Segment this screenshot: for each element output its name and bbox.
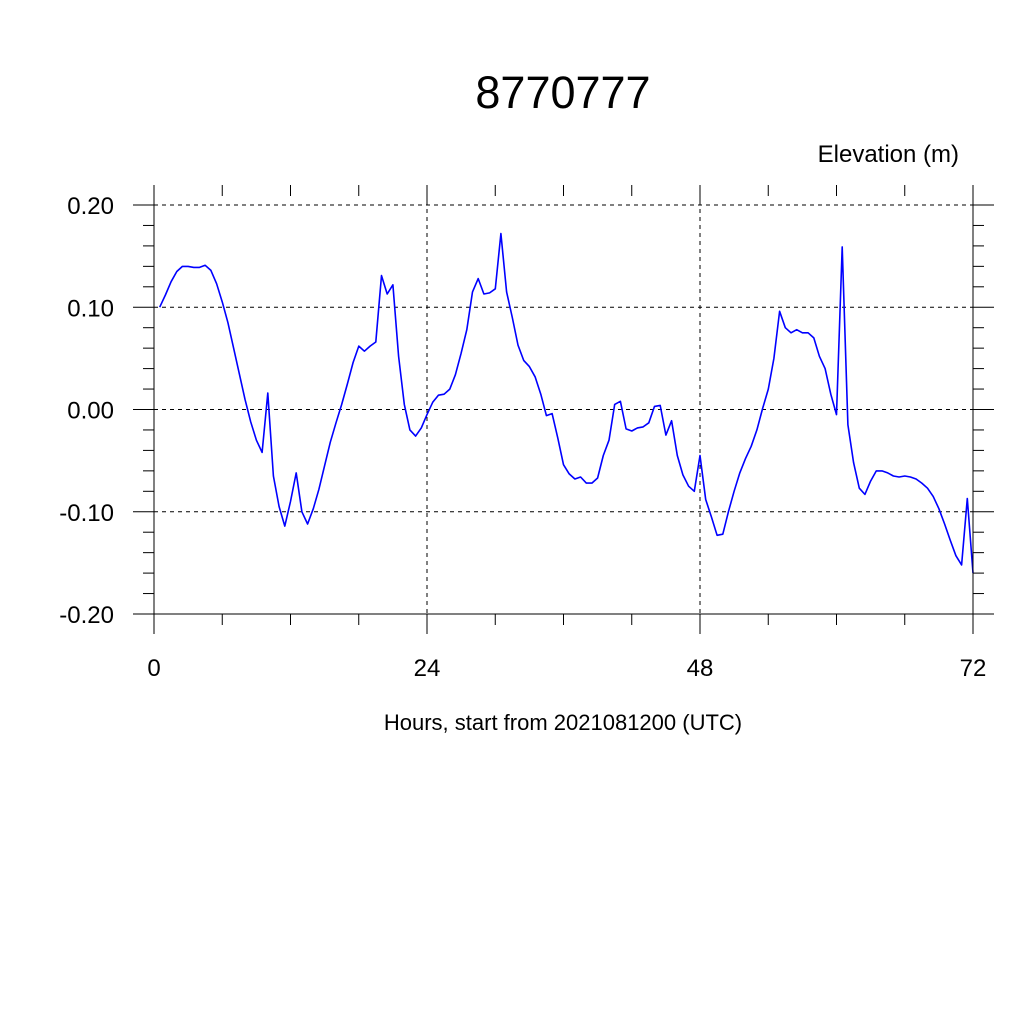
series-line [158, 232, 974, 574]
chart-title: 8770777 [475, 67, 650, 118]
x-axis-label: Hours, start from 2021081200 (UTC) [384, 710, 742, 735]
y-tick-label: -0.10 [59, 500, 114, 527]
x-tick-label: 48 [687, 655, 714, 682]
series-layer [158, 232, 974, 574]
y-tick-label: 0.00 [67, 398, 114, 425]
y-axis-label: Elevation (m) [818, 141, 959, 168]
y-tick-label: 0.10 [67, 295, 114, 322]
x-tick-label: 24 [414, 655, 441, 682]
y-tick-label: -0.20 [59, 602, 114, 629]
x-tick-label: 0 [147, 655, 160, 682]
tick-labels: -0.20 -0.10 0.00 0.10 0.20 0 24 48 72 [59, 193, 986, 682]
y-tick-label: 0.20 [67, 193, 114, 220]
plot-frame [133, 185, 994, 634]
x-tick-label: 72 [960, 655, 987, 682]
